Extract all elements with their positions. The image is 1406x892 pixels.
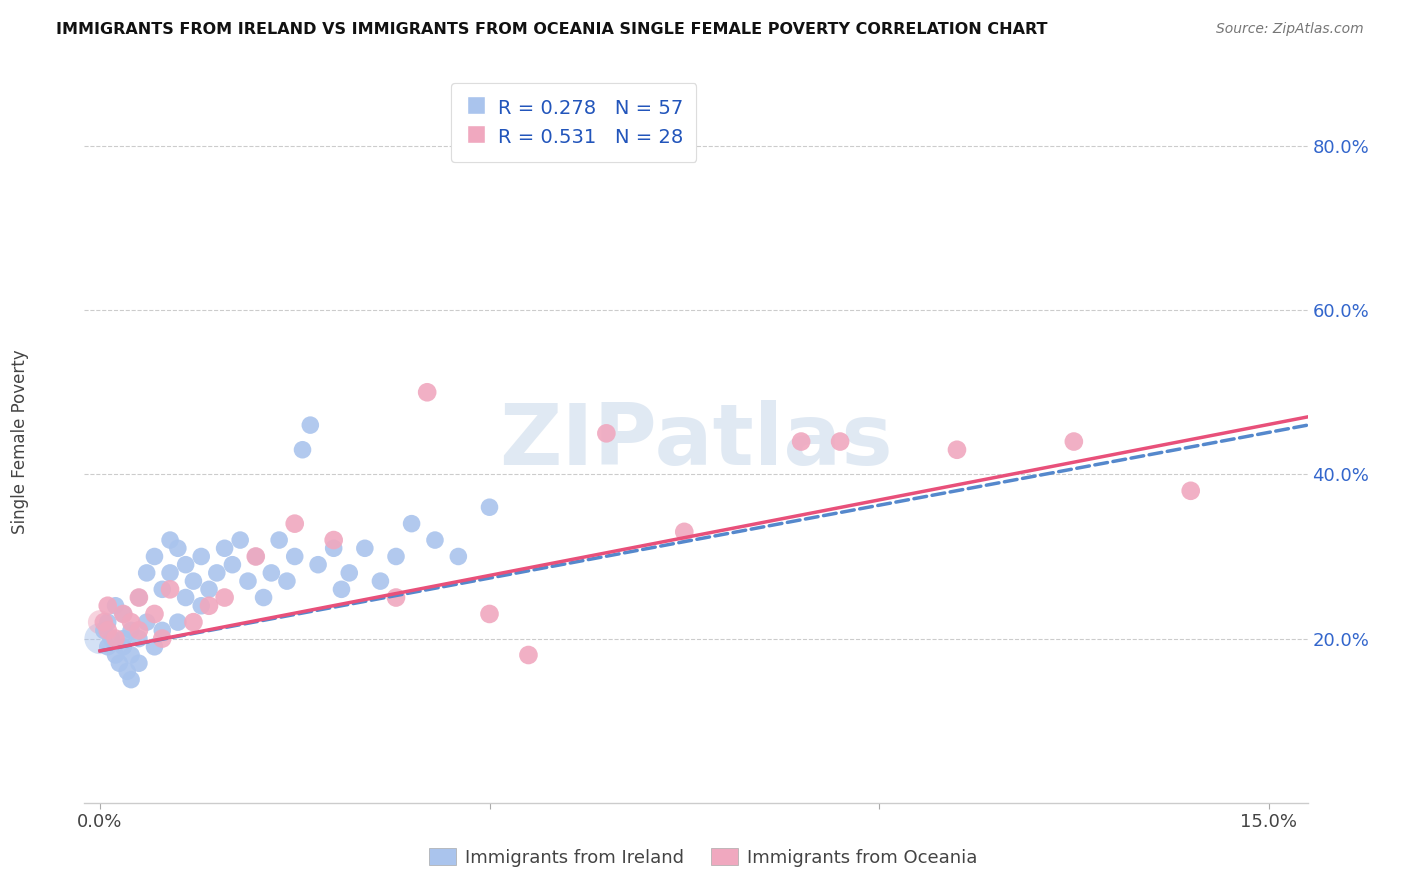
Point bbox=[236, 574, 259, 588]
Point bbox=[128, 591, 150, 605]
Point bbox=[135, 615, 157, 630]
Point bbox=[112, 607, 135, 621]
Point bbox=[128, 591, 150, 605]
Point bbox=[260, 566, 283, 580]
Point bbox=[229, 533, 252, 547]
Point bbox=[478, 607, 501, 621]
Point bbox=[93, 615, 115, 630]
Point bbox=[1180, 483, 1202, 498]
Point bbox=[401, 516, 423, 531]
Point bbox=[174, 558, 197, 572]
Point bbox=[322, 541, 344, 556]
Point bbox=[214, 541, 236, 556]
Y-axis label: Single Female Poverty: Single Female Poverty bbox=[11, 350, 28, 533]
Legend: R = 0.278   N = 57, R = 0.531   N = 28: R = 0.278 N = 57, R = 0.531 N = 28 bbox=[451, 83, 696, 161]
Point bbox=[128, 632, 150, 646]
Point bbox=[307, 558, 329, 572]
Text: IMMIGRANTS FROM IRELAND VS IMMIGRANTS FROM OCEANIA SINGLE FEMALE POVERTY CORRELA: IMMIGRANTS FROM IRELAND VS IMMIGRANTS FR… bbox=[56, 22, 1047, 37]
Point bbox=[291, 442, 314, 457]
Point bbox=[198, 599, 221, 613]
Point bbox=[112, 607, 135, 621]
Point bbox=[150, 632, 173, 646]
Point bbox=[120, 624, 142, 638]
Point bbox=[97, 624, 120, 638]
Point bbox=[159, 582, 181, 597]
Point bbox=[299, 418, 322, 433]
Point bbox=[104, 599, 127, 613]
Legend: Immigrants from Ireland, Immigrants from Oceania: Immigrants from Ireland, Immigrants from… bbox=[422, 841, 984, 874]
Point bbox=[252, 591, 274, 605]
Point bbox=[143, 640, 166, 654]
Point bbox=[221, 558, 243, 572]
Point bbox=[214, 591, 236, 605]
Point bbox=[183, 615, 205, 630]
Point bbox=[97, 599, 120, 613]
Point bbox=[830, 434, 852, 449]
Point bbox=[174, 591, 197, 605]
Point bbox=[108, 657, 131, 671]
Point bbox=[595, 426, 617, 441]
Point bbox=[447, 549, 470, 564]
Point bbox=[93, 624, 115, 638]
Point bbox=[946, 442, 969, 457]
Point bbox=[143, 549, 166, 564]
Point bbox=[97, 640, 120, 654]
Point bbox=[370, 574, 392, 588]
Point bbox=[120, 673, 142, 687]
Point bbox=[190, 599, 212, 613]
Point bbox=[385, 549, 408, 564]
Point bbox=[159, 566, 181, 580]
Point bbox=[790, 434, 813, 449]
Point bbox=[97, 615, 120, 630]
Point bbox=[183, 574, 205, 588]
Point bbox=[150, 624, 173, 638]
Point bbox=[128, 624, 150, 638]
Point bbox=[166, 541, 188, 556]
Point bbox=[284, 549, 307, 564]
Point bbox=[112, 632, 135, 646]
Point bbox=[337, 566, 360, 580]
Point bbox=[89, 632, 111, 646]
Point bbox=[166, 615, 188, 630]
Point bbox=[1063, 434, 1085, 449]
Point bbox=[89, 615, 111, 630]
Point bbox=[143, 607, 166, 621]
Point bbox=[159, 533, 181, 547]
Point bbox=[416, 385, 439, 400]
Point bbox=[276, 574, 298, 588]
Point bbox=[150, 582, 173, 597]
Point bbox=[198, 582, 221, 597]
Point bbox=[120, 648, 142, 662]
Point bbox=[100, 632, 122, 646]
Point bbox=[245, 549, 267, 564]
Point bbox=[423, 533, 446, 547]
Point bbox=[112, 640, 135, 654]
Point bbox=[284, 516, 307, 531]
Point bbox=[190, 549, 212, 564]
Point bbox=[322, 533, 344, 547]
Point bbox=[353, 541, 375, 556]
Point bbox=[478, 500, 501, 515]
Point bbox=[245, 549, 267, 564]
Point bbox=[104, 648, 127, 662]
Point bbox=[330, 582, 353, 597]
Point bbox=[517, 648, 540, 662]
Text: Source: ZipAtlas.com: Source: ZipAtlas.com bbox=[1216, 22, 1364, 37]
Point bbox=[135, 566, 157, 580]
Point bbox=[120, 615, 142, 630]
Text: ZIPatlas: ZIPatlas bbox=[499, 400, 893, 483]
Point bbox=[385, 591, 408, 605]
Point bbox=[205, 566, 228, 580]
Point bbox=[128, 657, 150, 671]
Point bbox=[673, 524, 696, 539]
Point bbox=[104, 632, 127, 646]
Point bbox=[269, 533, 291, 547]
Point bbox=[115, 665, 138, 679]
